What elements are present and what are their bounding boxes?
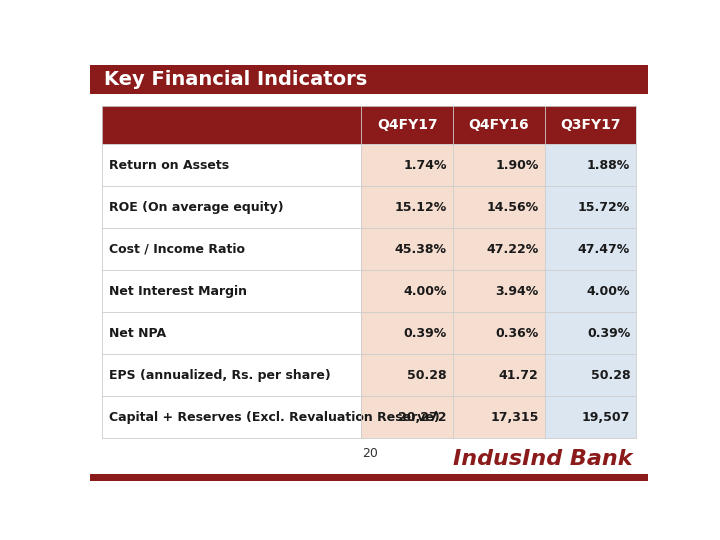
Text: 0.36%: 0.36% bbox=[495, 327, 539, 340]
Bar bbox=[453, 312, 544, 354]
Text: Return on Assets: Return on Assets bbox=[109, 159, 230, 172]
Bar bbox=[453, 228, 544, 270]
Bar bbox=[544, 228, 636, 270]
Bar bbox=[102, 106, 636, 144]
Bar bbox=[544, 312, 636, 354]
Bar bbox=[453, 396, 544, 438]
Bar bbox=[102, 106, 636, 438]
Text: 50.28: 50.28 bbox=[590, 369, 630, 382]
Text: IndusInd Bank: IndusInd Bank bbox=[453, 449, 632, 469]
Text: 17,315: 17,315 bbox=[490, 411, 539, 424]
Bar bbox=[361, 396, 453, 438]
Text: Q3FY17: Q3FY17 bbox=[560, 118, 621, 132]
Bar bbox=[102, 270, 361, 312]
Bar bbox=[453, 354, 544, 396]
Text: Net Interest Margin: Net Interest Margin bbox=[109, 285, 248, 298]
Text: Capital + Reserves (Excl. Revaluation Reserve): Capital + Reserves (Excl. Revaluation Re… bbox=[109, 411, 440, 424]
Text: EPS (annualized, Rs. per share): EPS (annualized, Rs. per share) bbox=[109, 369, 331, 382]
Text: 4.00%: 4.00% bbox=[403, 285, 446, 298]
Bar bbox=[544, 186, 636, 228]
Text: 41.72: 41.72 bbox=[499, 369, 539, 382]
Text: 45.38%: 45.38% bbox=[395, 242, 446, 255]
Text: Q4FY16: Q4FY16 bbox=[469, 118, 529, 132]
Text: 1.88%: 1.88% bbox=[587, 159, 630, 172]
Text: Net NPA: Net NPA bbox=[109, 327, 166, 340]
Text: 1.74%: 1.74% bbox=[403, 159, 446, 172]
Bar bbox=[90, 65, 648, 94]
Text: 19,507: 19,507 bbox=[582, 411, 630, 424]
Text: 1.90%: 1.90% bbox=[495, 159, 539, 172]
Text: 3.94%: 3.94% bbox=[495, 285, 539, 298]
Text: 47.47%: 47.47% bbox=[578, 242, 630, 255]
Bar bbox=[361, 186, 453, 228]
Text: 0.39%: 0.39% bbox=[403, 327, 446, 340]
Bar bbox=[361, 228, 453, 270]
Bar bbox=[453, 144, 544, 186]
Bar bbox=[102, 396, 361, 438]
Bar bbox=[102, 228, 361, 270]
Bar bbox=[544, 144, 636, 186]
Text: 15.72%: 15.72% bbox=[578, 201, 630, 214]
Text: Cost / Income Ratio: Cost / Income Ratio bbox=[109, 242, 246, 255]
Text: 50.28: 50.28 bbox=[407, 369, 446, 382]
Bar bbox=[361, 270, 453, 312]
Text: Key Financial Indicators: Key Financial Indicators bbox=[104, 70, 367, 89]
Text: 4.00%: 4.00% bbox=[587, 285, 630, 298]
Text: 15.12%: 15.12% bbox=[395, 201, 446, 214]
Bar bbox=[102, 354, 361, 396]
Text: 20,272: 20,272 bbox=[398, 411, 446, 424]
Bar bbox=[361, 312, 453, 354]
Text: Q4FY17: Q4FY17 bbox=[377, 118, 438, 132]
Bar bbox=[90, 475, 648, 481]
Bar bbox=[544, 270, 636, 312]
Bar bbox=[102, 312, 361, 354]
Bar bbox=[102, 144, 361, 186]
Text: 20: 20 bbox=[363, 447, 379, 460]
Bar bbox=[102, 186, 361, 228]
Text: ROE (On average equity): ROE (On average equity) bbox=[109, 201, 284, 214]
Text: 47.22%: 47.22% bbox=[486, 242, 539, 255]
Bar bbox=[361, 354, 453, 396]
Bar bbox=[361, 144, 453, 186]
Bar bbox=[102, 106, 361, 144]
Bar bbox=[544, 354, 636, 396]
Text: 14.56%: 14.56% bbox=[486, 201, 539, 214]
Bar bbox=[544, 396, 636, 438]
Bar bbox=[453, 186, 544, 228]
Text: 0.39%: 0.39% bbox=[587, 327, 630, 340]
Bar bbox=[453, 270, 544, 312]
